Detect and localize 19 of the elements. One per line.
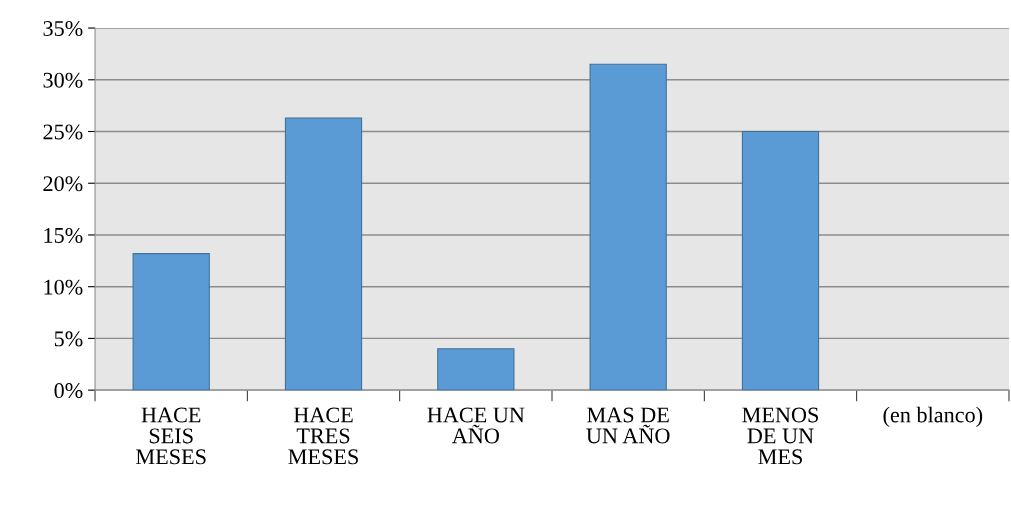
bar — [437, 348, 515, 391]
y-tick-label: 30% — [43, 72, 83, 88]
x-tick-label: MENOS DE UN MES — [742, 407, 819, 465]
x-tick-label: HACE SEIS MESES — [136, 407, 206, 465]
bar — [132, 253, 210, 391]
y-tick-label: 0% — [54, 383, 83, 399]
bar — [741, 130, 820, 391]
y-tick-label: 20% — [43, 176, 83, 192]
bar — [284, 117, 363, 391]
x-tick-label: MAS DE UN AÑO — [586, 407, 670, 444]
bar — [589, 63, 667, 391]
y-tick-label: 10% — [44, 279, 83, 295]
y-tick-label: 25% — [43, 124, 83, 140]
y-tick-label: 15% — [44, 227, 83, 243]
y-tick-label: 5% — [54, 331, 83, 347]
x-tick-label: HACE UN AÑO — [427, 407, 525, 444]
x-tick-label: (en blanco) — [883, 406, 983, 427]
x-tick-label: HACE TRES MESES — [288, 407, 358, 465]
y-tick-label: 35% — [43, 20, 83, 37]
